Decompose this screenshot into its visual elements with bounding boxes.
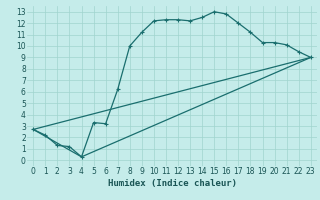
X-axis label: Humidex (Indice chaleur): Humidex (Indice chaleur) [108, 179, 236, 188]
